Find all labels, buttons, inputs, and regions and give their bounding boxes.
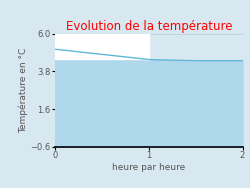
Title: Evolution de la température: Evolution de la température: [66, 20, 232, 33]
Y-axis label: Température en °C: Température en °C: [18, 48, 28, 133]
Bar: [55, 34, 149, 59]
X-axis label: heure par heure: heure par heure: [112, 163, 186, 172]
